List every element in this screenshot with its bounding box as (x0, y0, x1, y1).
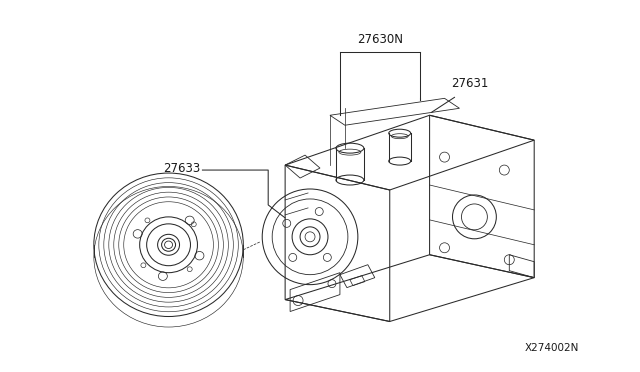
Text: X274002N: X274002N (525, 343, 579, 353)
Text: 27630N: 27630N (356, 32, 403, 45)
Text: 27633: 27633 (163, 161, 200, 174)
Text: 27631: 27631 (451, 77, 489, 90)
